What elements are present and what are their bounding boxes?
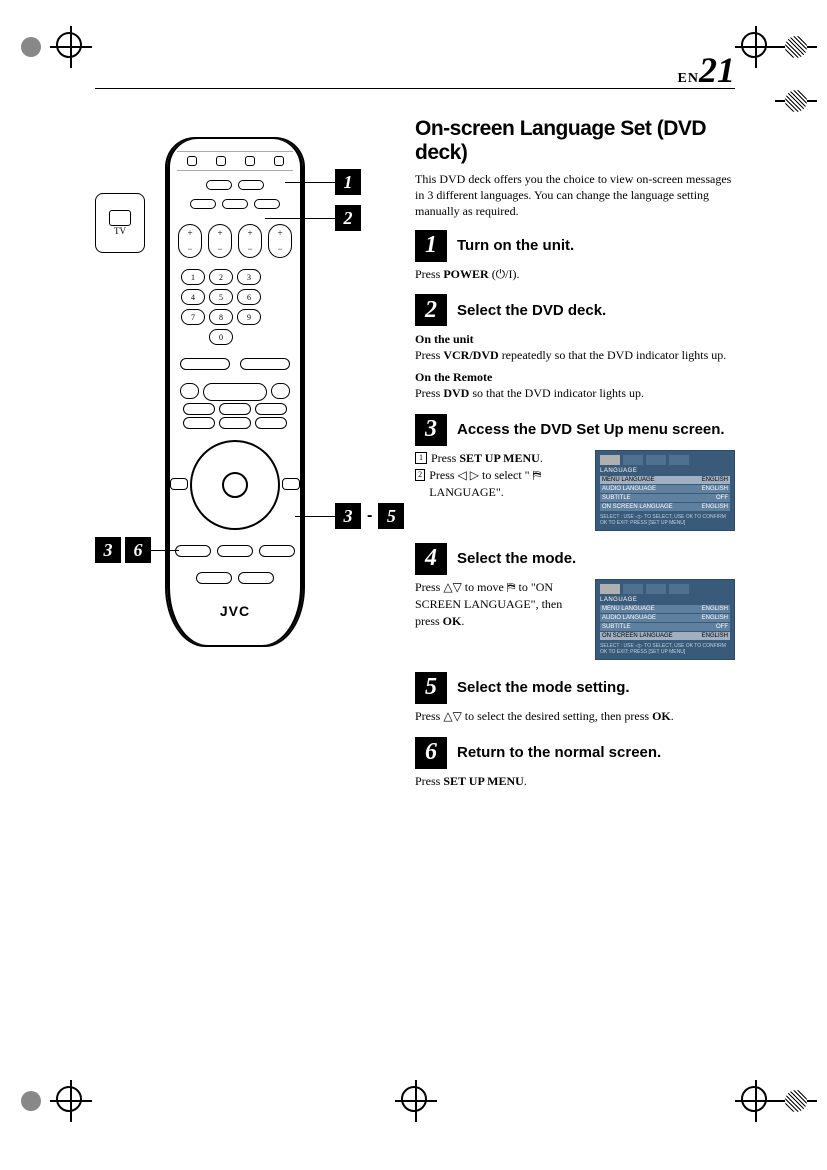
step-1: 1 Turn on the unit. Press POWER (⏻/I). xyxy=(415,230,735,283)
step-2: 2Select the DVD deck.On the unitPress VC… xyxy=(415,294,735,402)
regmark xyxy=(10,26,52,68)
step-4: 4Select the mode.Press △▽ to move ⛿ to "… xyxy=(415,543,735,660)
callout-2: 2 xyxy=(265,205,361,231)
regmark xyxy=(735,1080,777,1122)
step-title: Select the DVD deck. xyxy=(457,302,606,319)
remote-figure: TV +− +− +− +− 1234567890 xyxy=(95,97,415,802)
menu-screenshot: LANGUAGEMENU LANGUAGEENGLISHAUDIO LANGUA… xyxy=(595,579,735,660)
step-number: 3 xyxy=(415,414,447,446)
step-title: Return to the normal screen. xyxy=(457,744,661,761)
step-title: Turn on the unit. xyxy=(457,237,574,254)
page-number: EN21 xyxy=(95,49,735,91)
tv-label: TV xyxy=(114,226,126,236)
step-body: Press △▽ to select the desired setting, … xyxy=(415,708,735,725)
menu-screenshot: LANGUAGEMENU LANGUAGEENGLISHAUDIO LANGUA… xyxy=(595,450,735,531)
step-title: Select the mode. xyxy=(457,550,576,567)
page-num: 21 xyxy=(699,50,735,90)
step-body: Press SET UP MENU. xyxy=(415,773,735,790)
step-number: 2 xyxy=(415,294,447,326)
step-body: Press POWER (⏻/I). xyxy=(415,266,735,283)
content-column: On-screen Language Set (DVD deck) This D… xyxy=(415,97,735,802)
regmark xyxy=(50,1080,92,1122)
step-number: 5 xyxy=(415,672,447,704)
step-number: 4 xyxy=(415,543,447,575)
page-prefix: EN xyxy=(678,71,699,86)
page-title: On-screen Language Set (DVD deck) xyxy=(415,117,735,165)
regmark xyxy=(775,1080,817,1122)
step-6: 6 Return to the normal screen. Press SET U… xyxy=(415,737,735,790)
brand-logo: JVC xyxy=(220,603,250,619)
regmark xyxy=(10,1080,52,1122)
regmark xyxy=(775,80,817,122)
step-title: Select the mode setting. xyxy=(457,679,630,696)
tv-box: TV xyxy=(95,193,145,253)
step-number: 6 xyxy=(415,737,447,769)
page-container: EN21 TV +− +− +− xyxy=(95,88,735,802)
regmark xyxy=(395,1080,437,1122)
regmark xyxy=(735,26,777,68)
intro-text: This DVD deck offers you the choice to v… xyxy=(415,171,735,220)
callout-3-6: 3 6 xyxy=(95,537,179,563)
regmark xyxy=(50,26,92,68)
step-number: 1 xyxy=(415,230,447,262)
regmark xyxy=(775,26,817,68)
step-title: Access the DVD Set Up menu screen. xyxy=(457,421,725,438)
step-3: 3Access the DVD Set Up menu screen.1Pres… xyxy=(415,414,735,531)
callout-1: 1 xyxy=(285,169,361,195)
step-5: 5 Select the mode setting. Press △▽ to sel… xyxy=(415,672,735,725)
callout-3-5: 3 - 5 xyxy=(295,503,404,529)
